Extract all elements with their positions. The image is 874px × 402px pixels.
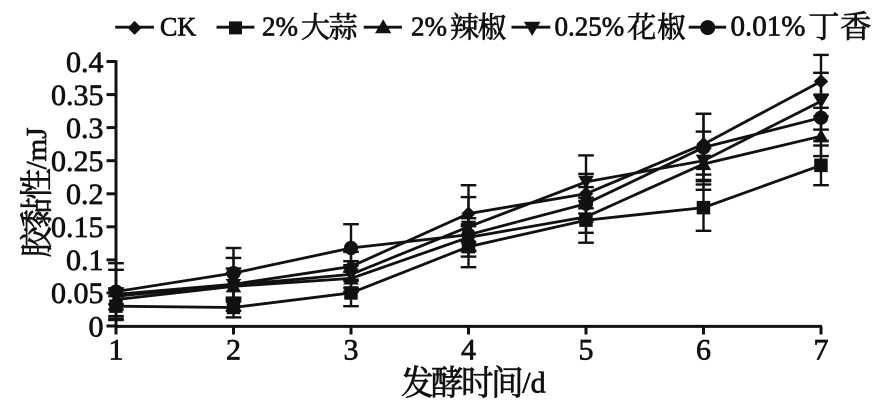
svg-text:0.15: 0.15 xyxy=(51,211,104,244)
svg-text:0.4: 0.4 xyxy=(66,46,104,79)
svg-text:0: 0 xyxy=(89,310,104,343)
svg-text:1: 1 xyxy=(109,334,124,367)
svg-text:7: 7 xyxy=(814,334,829,367)
svg-text:0.05: 0.05 xyxy=(51,277,104,310)
svg-text:6: 6 xyxy=(696,334,711,367)
svg-text:/mJ: /mJ xyxy=(21,127,53,169)
svg-text:0.2: 0.2 xyxy=(66,178,104,211)
svg-text:CK: CK xyxy=(160,12,196,41)
svg-text:2: 2 xyxy=(226,334,241,367)
svg-text:0.25: 0.25 xyxy=(51,145,104,178)
svg-text:2%: 2% xyxy=(411,11,447,41)
svg-text:0.3: 0.3 xyxy=(66,112,104,145)
svg-text:0.25%: 0.25% xyxy=(555,11,625,41)
svg-text:5: 5 xyxy=(579,334,594,367)
svg-text:0.01%: 0.01% xyxy=(731,10,806,42)
svg-text:4: 4 xyxy=(461,334,476,367)
svg-text:/d: /d xyxy=(522,367,545,400)
svg-text:3: 3 xyxy=(344,334,359,367)
svg-text:0.35: 0.35 xyxy=(51,79,104,112)
svg-text:0.1: 0.1 xyxy=(66,244,104,277)
svg-text:2%: 2% xyxy=(262,11,298,41)
